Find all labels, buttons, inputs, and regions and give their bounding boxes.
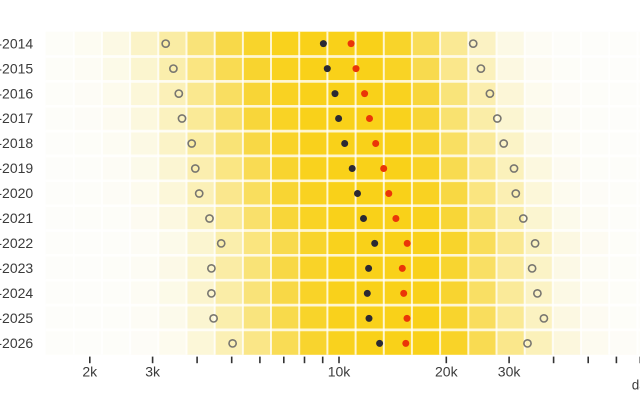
svg-text:2025-2026: 2025-2026 (0, 335, 33, 351)
svg-text:2016-2017: 2016-2017 (0, 110, 33, 126)
svg-text:2020-2021: 2020-2021 (0, 210, 33, 226)
svg-text:30k: 30k (498, 363, 522, 379)
svg-text:2018-2019: 2018-2019 (0, 160, 33, 176)
svg-text:days: days (632, 378, 640, 393)
svg-text:2014-2015: 2014-2015 (0, 60, 33, 76)
svg-text:2k: 2k (82, 363, 98, 379)
svg-text:20k: 20k (435, 363, 459, 379)
svg-text:2022-2023: 2022-2023 (0, 260, 33, 276)
svg-text:2017-2018: 2017-2018 (0, 135, 33, 151)
svg-text:2013-2014: 2013-2014 (0, 35, 33, 51)
svg-text:10k: 10k (328, 363, 352, 379)
svg-text:2019-2020: 2019-2020 (0, 185, 33, 201)
svg-text:2023-2024: 2023-2024 (0, 285, 33, 301)
svg-text:2015-2016: 2015-2016 (0, 85, 33, 101)
svg-text:3k: 3k (145, 363, 161, 379)
svg-text:2021-2022: 2021-2022 (0, 235, 33, 251)
svg-text:2024-2025: 2024-2025 (0, 310, 33, 326)
